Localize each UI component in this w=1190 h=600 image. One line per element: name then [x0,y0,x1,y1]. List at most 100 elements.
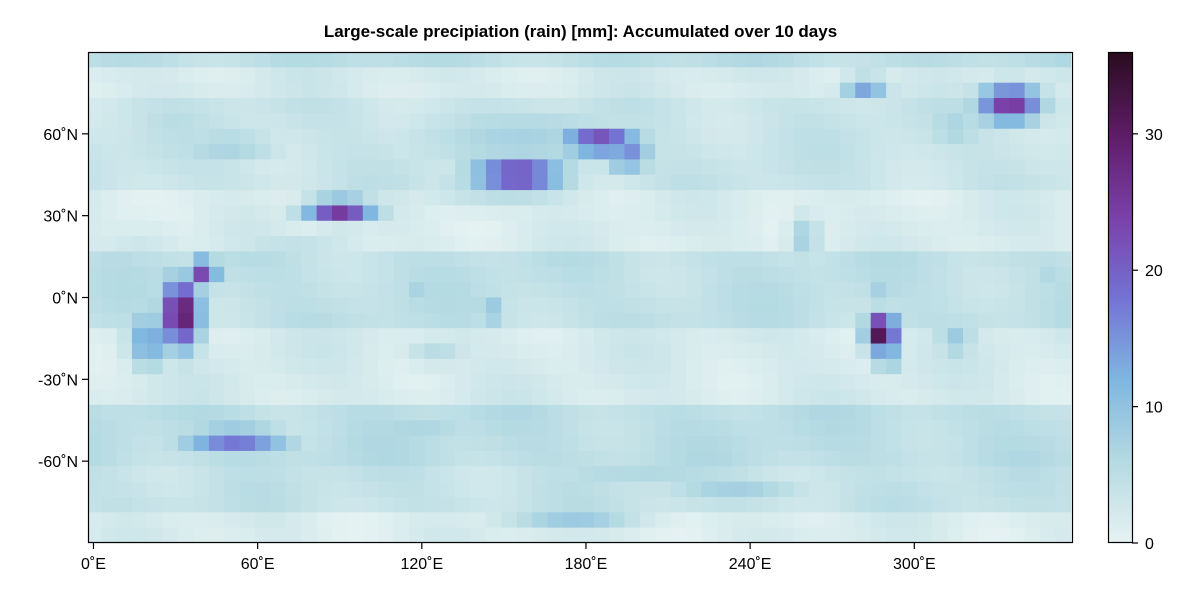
heatmap-cell [809,282,825,298]
heatmap-cell [362,190,379,206]
heatmap-cell [947,404,964,421]
heatmap-cell [408,205,425,222]
heatmap-cell [131,205,148,222]
heatmap-cell [701,67,718,84]
heatmap-cell [270,220,287,237]
heatmap-cell [855,404,872,421]
heatmap-cell [485,190,502,206]
heatmap-cell [963,282,979,298]
heatmap-cell [131,374,148,390]
heatmap-cell [901,52,918,68]
heatmap-cell [932,496,949,513]
heatmap-cell [993,450,1010,467]
heatmap-cell [470,527,487,544]
heatmap-cell [439,144,456,160]
heatmap-cell [208,113,225,130]
plot-frame [87,51,1074,544]
heatmap-cell [408,435,425,452]
heatmap-cell [455,343,471,360]
heatmap-cell [239,251,256,268]
heatmap-cell [239,297,256,314]
heatmap-cell [762,220,779,237]
heatmap-cell [255,374,271,390]
heatmap-cell [193,358,210,375]
heatmap-cell [224,374,241,390]
heatmap-cell [963,420,979,436]
heatmap-cell [732,481,748,498]
heatmap-cell [224,404,241,421]
heatmap-cell [547,404,564,421]
heatmap-cell [193,343,210,360]
heatmap-cell [993,389,1010,406]
heatmap-cell [516,496,533,513]
heatmap-cell [809,82,825,99]
heatmap-cell [1009,174,1025,191]
heatmap-cell [270,512,287,529]
heatmap-cell [639,389,656,406]
heatmap-cell [501,512,518,529]
heatmap-cell [547,190,564,206]
heatmap-cell [408,98,425,114]
heatmap-cell [162,481,179,498]
heatmap-cell [978,450,995,467]
heatmap-cell [147,297,164,314]
heatmap-cell [332,466,348,483]
heatmap-cell [1024,481,1041,498]
heatmap-cell [609,113,625,130]
heatmap-cell [408,358,425,375]
heatmap-cell [686,481,702,498]
heatmap-cell [424,220,441,237]
heatmap-cell [347,389,364,406]
heatmap-cell [301,113,318,130]
heatmap-cell [655,358,672,375]
heatmap-cell [485,527,502,544]
heatmap-cell [762,52,779,68]
heatmap-cell [655,52,672,68]
heatmap-cell [501,67,518,84]
heatmap-cell [301,496,318,513]
heatmap-cell [285,358,302,375]
heatmap-cell [285,266,302,283]
heatmap-cell [901,128,918,145]
heatmap-cell [762,389,779,406]
heatmap-cell [347,266,364,283]
heatmap-cell [747,236,764,252]
heatmap-cell [870,358,887,375]
heatmap-cell [978,220,995,237]
heatmap-cell [947,236,964,252]
heatmap-cell [1040,404,1056,421]
heatmap-cell [116,220,133,237]
heatmap-cell [762,404,779,421]
heatmap-cell [609,82,625,99]
heatmap-cell [1055,450,1072,467]
heatmap-cell [778,527,795,544]
heatmap-cell [516,343,533,360]
heatmap-cell [916,389,933,406]
heatmap-cell [116,113,133,130]
heatmap-cell [686,128,702,145]
heatmap-cell [1024,128,1041,145]
heatmap-cell [609,374,625,390]
heatmap-cell [1040,205,1056,222]
heatmap-cell [578,527,595,544]
heatmap-cell [578,67,595,84]
heatmap-cell [316,466,333,483]
heatmap-cell [870,282,887,298]
heatmap-cell [732,282,748,298]
heatmap-cell [532,113,548,130]
heatmap-cell [870,527,887,544]
heatmap-cell [1024,527,1041,544]
heatmap-cell [408,481,425,498]
heatmap-cell [455,389,471,406]
heatmap-cell [809,328,825,344]
heatmap-cell [393,251,410,268]
heatmap-cell [793,174,810,191]
heatmap-cell [855,466,872,483]
heatmap-cell [131,67,148,84]
heatmap-cell [301,404,318,421]
heatmap-cell [332,128,348,145]
heatmap-cell [639,466,656,483]
heatmap-cell [101,266,117,283]
heatmap-cell [747,98,764,114]
heatmap-cell [1009,374,1025,390]
